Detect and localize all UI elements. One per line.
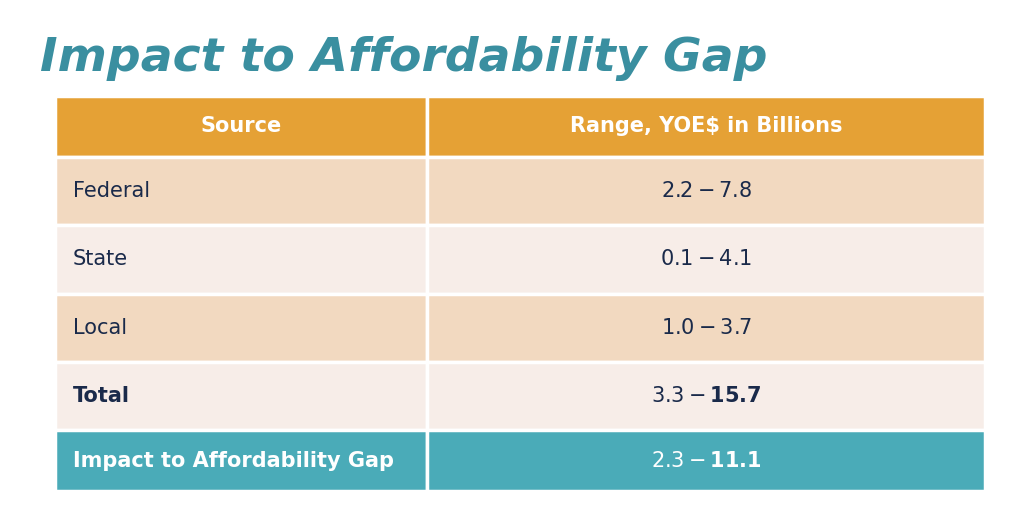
Text: Federal: Federal [73,181,151,201]
Text: $2.3 - $11.1: $2.3 - $11.1 [650,450,762,471]
Bar [55,96,427,157]
Text: State: State [73,249,128,269]
Text: $0.1 - $4.1: $0.1 - $4.1 [659,249,752,269]
Text: Source: Source [201,117,282,136]
Bar [427,225,985,294]
Bar [55,157,427,225]
Bar [427,294,985,362]
Text: Total: Total [73,386,130,406]
Bar [427,430,985,491]
Text: Impact to Affordability Gap: Impact to Affordability Gap [40,36,768,81]
Text: $1.0 - $3.7: $1.0 - $3.7 [660,318,752,337]
Text: $3.3 - $15.7: $3.3 - $15.7 [650,386,761,406]
Text: Impact to Affordability Gap: Impact to Affordability Gap [73,450,394,471]
Text: $2.2 - $7.8: $2.2 - $7.8 [660,181,752,201]
Bar [427,157,985,225]
Bar [55,225,427,294]
Bar [55,294,427,362]
Text: Local: Local [73,318,127,337]
Bar [427,362,985,430]
Bar [427,96,985,157]
Bar [55,430,427,491]
Text: Range, YOE$ in Billions: Range, YOE$ in Billions [569,117,843,136]
Bar [55,362,427,430]
